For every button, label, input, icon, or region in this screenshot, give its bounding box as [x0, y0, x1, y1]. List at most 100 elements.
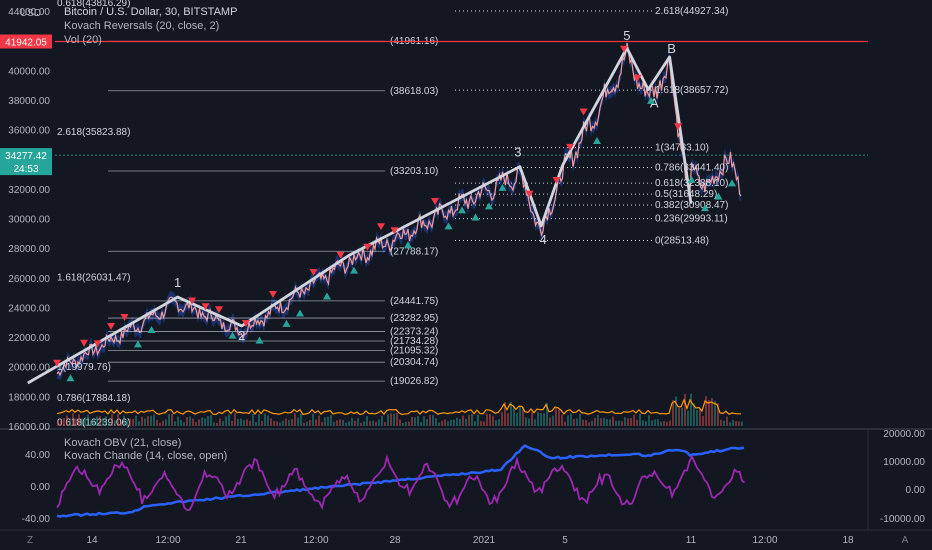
- volume-bar: [282, 420, 284, 426]
- volume-bar: [498, 419, 500, 426]
- price-axis-tick: 40000.00: [8, 66, 50, 77]
- up-marker: [714, 192, 723, 200]
- volume-bar: [741, 421, 743, 426]
- volume-bar: [153, 414, 155, 426]
- legend-indicator-volume[interactable]: Vol (20): [64, 34, 102, 46]
- legend-symbol[interactable]: Bitcoin / U.S. Dollar, 30, BITSTAMP: [64, 6, 238, 18]
- up-marker: [471, 213, 480, 221]
- volume-bar: [180, 419, 182, 426]
- down-marker: [53, 359, 61, 367]
- volume-bar: [204, 418, 206, 426]
- fib-right-label: 2.618(44927.34): [655, 6, 728, 17]
- fib-right-label: 0.5(31648.29): [655, 189, 717, 200]
- fib-level-label: (21095.32): [390, 345, 438, 356]
- volume-bar: [117, 414, 119, 426]
- volume-bar: [378, 419, 380, 426]
- volume-bar: [222, 421, 224, 426]
- volume-bar: [543, 413, 545, 426]
- volume-bar: [654, 419, 656, 426]
- volume-bar: [294, 413, 296, 426]
- legend-indicator-obv[interactable]: Kovach OBV (21, close): [64, 437, 182, 449]
- volume-bar: [285, 418, 287, 426]
- time-axis-tick: 12:00: [752, 535, 777, 546]
- volume-bar: [546, 403, 548, 426]
- fib-left-label: 1.618(26031.47): [57, 272, 130, 283]
- timezone-icon: Z: [27, 535, 33, 546]
- volume-bar: [273, 421, 275, 426]
- volume-bar: [162, 420, 164, 426]
- marked-price-tag: [0, 34, 52, 49]
- time-axis-tick: 18: [842, 535, 854, 546]
- volume-bar: [60, 419, 62, 426]
- countdown-label: 24:53: [13, 164, 38, 175]
- volume-bar: [576, 418, 578, 426]
- volume-bar: [351, 417, 353, 426]
- volume-bar: [708, 400, 710, 426]
- volume-bar: [492, 416, 494, 426]
- volume-bar: [627, 418, 629, 426]
- volume-bar: [582, 419, 584, 426]
- volume-bar: [702, 415, 704, 426]
- volume-bar: [243, 420, 245, 426]
- volume-bar: [645, 421, 647, 426]
- volume-bar: [561, 414, 563, 426]
- volume-bar: [99, 416, 101, 426]
- volume-bar: [189, 416, 191, 426]
- volume-bar: [513, 405, 515, 426]
- volume-bar: [288, 419, 290, 426]
- volume-bar: [309, 420, 311, 426]
- volume-bar: [564, 421, 566, 426]
- volume-bar: [411, 416, 413, 426]
- price-axis-tick: 18000.00: [8, 392, 50, 403]
- volume-bar: [675, 396, 677, 426]
- volume-bar: [390, 413, 392, 426]
- osc-right-tick: 0.00: [906, 485, 926, 496]
- volume-bar: [114, 420, 116, 426]
- time-axis-tick: 21: [235, 535, 247, 546]
- chande-line: [56, 453, 745, 511]
- up-marker: [701, 204, 709, 212]
- up-marker: [147, 326, 156, 334]
- time-axis-tick: 12:00: [155, 535, 180, 546]
- volume-bar: [669, 420, 671, 426]
- volume-bar: [624, 417, 626, 426]
- volume-bar: [450, 419, 452, 426]
- volume-bar: [651, 420, 653, 426]
- price-axis-tick: 36000.00: [8, 126, 50, 137]
- volume-bar: [507, 413, 509, 426]
- volume-bar: [501, 412, 503, 426]
- volume-bar: [234, 413, 236, 426]
- volume-bar: [123, 415, 125, 426]
- down-marker: [269, 290, 277, 298]
- volume-bar: [369, 421, 371, 426]
- volume-bar: [567, 415, 569, 426]
- volume-bar: [528, 418, 530, 426]
- volume-bar: [408, 421, 410, 426]
- volume-bar: [495, 420, 497, 426]
- fib-right-label: 0(28513.48): [655, 236, 709, 247]
- volume-bar: [129, 418, 131, 426]
- volume-bar: [738, 421, 740, 426]
- volume-bar: [681, 407, 683, 426]
- price-axis-tick: 16000.00: [8, 422, 50, 433]
- volume-bar: [621, 421, 623, 426]
- wave-label: B: [667, 41, 676, 56]
- fib-right-label: 1.618(38657.72): [655, 85, 728, 96]
- volume-bar: [84, 417, 86, 426]
- volume-bar: [468, 415, 470, 426]
- legend-indicator-reversals[interactable]: Kovach Reversals (20, close, 2): [64, 20, 220, 32]
- volume-bar: [357, 418, 359, 426]
- volume-bar: [663, 421, 665, 426]
- volume-bar: [603, 417, 605, 426]
- volume-bar: [387, 414, 389, 426]
- fib-level-label: (27788.17): [390, 246, 438, 257]
- volume-bar: [93, 418, 95, 426]
- up-marker: [593, 136, 601, 144]
- legend-indicator-chande[interactable]: Kovach Chande (14, close, open): [64, 450, 228, 462]
- volume-bar: [105, 416, 107, 426]
- up-marker: [687, 175, 696, 183]
- price-axis-tick: 28000.00: [8, 244, 50, 255]
- volume-bar: [642, 420, 644, 426]
